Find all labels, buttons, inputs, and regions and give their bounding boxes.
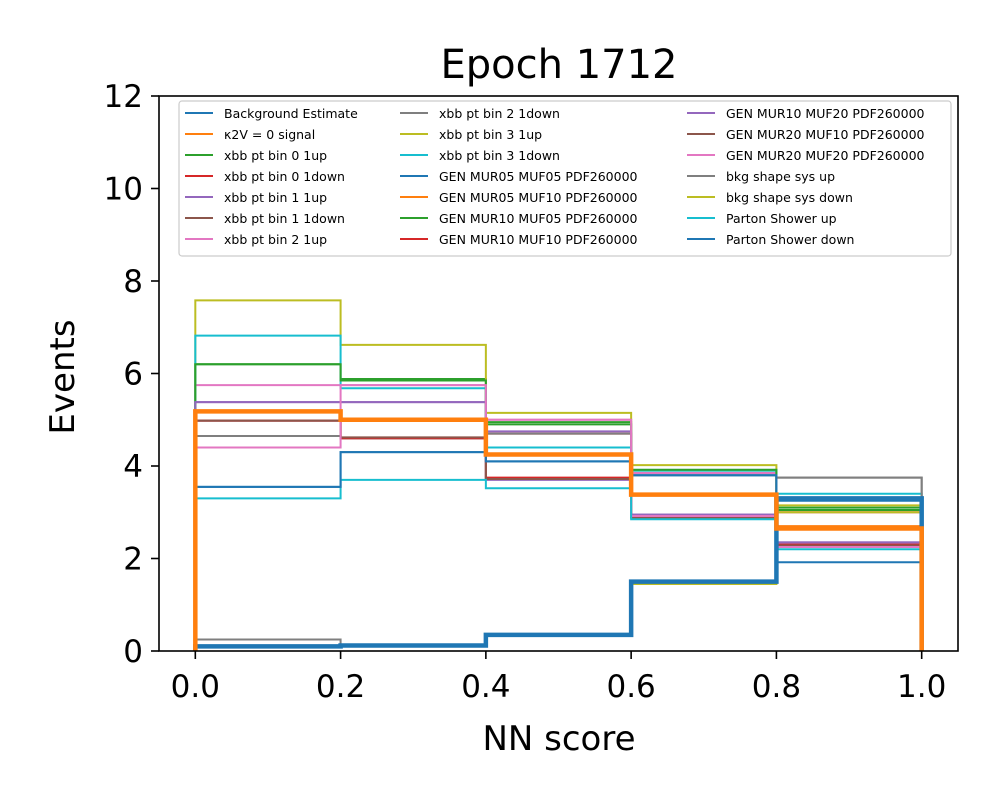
- legend-label-10: GEN MUR05 MUF05 PDF260000: [439, 169, 638, 184]
- series-line-17: [194, 476, 923, 651]
- legend-label-6: xbb pt bin 2 1up: [224, 232, 327, 247]
- x-tick-label: 0.8: [752, 669, 801, 705]
- legend: Background Estimate κ2V = 0 signal xbb pt …: [178, 100, 952, 257]
- y-tick-label: 12: [104, 79, 143, 115]
- legend-label-19: Parton Shower up: [726, 211, 837, 226]
- y-tick-label: 10: [104, 172, 143, 208]
- x-tick-label: 1.0: [897, 669, 946, 705]
- legend-label-9: xbb pt bin 3 1down: [439, 148, 560, 163]
- legend-label-7: xbb pt bin 2 1down: [439, 106, 560, 121]
- series-line-10: [194, 451, 923, 651]
- legend-label-20: Parton Shower down: [726, 232, 854, 247]
- legend-label-12: GEN MUR10 MUF05 PDF260000: [439, 211, 638, 226]
- x-tick-label: 0.4: [461, 669, 510, 705]
- legend-label-0: Background Estimate: [224, 106, 358, 121]
- series-line-12: [194, 363, 923, 651]
- legend-box: [178, 100, 952, 257]
- series-line-9: [194, 334, 923, 651]
- legend-label-13: GEN MUR10 MUF10 PDF260000: [439, 232, 638, 247]
- y-axis-title: Events: [43, 319, 83, 434]
- series-line-16: [194, 384, 923, 651]
- legend-label-14: GEN MUR10 MUF20 PDF260000: [726, 106, 925, 121]
- legend-label-4: xbb pt bin 1 1up: [224, 190, 327, 205]
- legend-label-8: xbb pt bin 3 1up: [439, 127, 542, 142]
- y-tick-label: 4: [123, 449, 143, 485]
- series-line-0: [193, 496, 924, 651]
- legend-label-18: bkg shape sys down: [726, 190, 853, 205]
- series-line-1: [193, 409, 924, 651]
- x-tick-label: 0.6: [606, 669, 655, 705]
- series-line-2: [194, 363, 923, 651]
- legend-label-15: GEN MUR20 MUF10 PDF260000: [726, 127, 925, 142]
- x-tick-label: 0.2: [316, 669, 365, 705]
- legend-label-17: bkg shape sys up: [726, 169, 835, 184]
- y-tick-label: 0: [123, 634, 143, 670]
- legend-label-5: xbb pt bin 1 1down: [224, 211, 345, 226]
- legend-label-1: κ2V = 0 signal: [224, 127, 315, 142]
- x-tick-label: 0.0: [171, 669, 220, 705]
- plot-area: [193, 299, 924, 651]
- y-tick-label: 2: [123, 542, 143, 578]
- y-tick-label: 6: [123, 357, 143, 393]
- legend-label-2: xbb pt bin 0 1up: [224, 148, 327, 163]
- series-line-8: [194, 299, 923, 651]
- axes: 0.0 0.2 0.4 0.6 0.8 1.0 0 2 4 6 8 10 12: [104, 79, 947, 705]
- chart-title: Epoch 1712: [441, 42, 678, 88]
- series-line-15: [194, 419, 923, 651]
- series-line-20: [194, 451, 923, 651]
- x-axis-title: NN score: [482, 719, 635, 759]
- series-line-19: [194, 478, 923, 651]
- legend-label-3: xbb pt bin 0 1down: [224, 169, 345, 184]
- legend-label-16: GEN MUR20 MUF20 PDF260000: [726, 148, 925, 163]
- legend-label-11: GEN MUR05 MUF10 PDF260000: [439, 190, 638, 205]
- y-tick-label: 8: [123, 264, 143, 300]
